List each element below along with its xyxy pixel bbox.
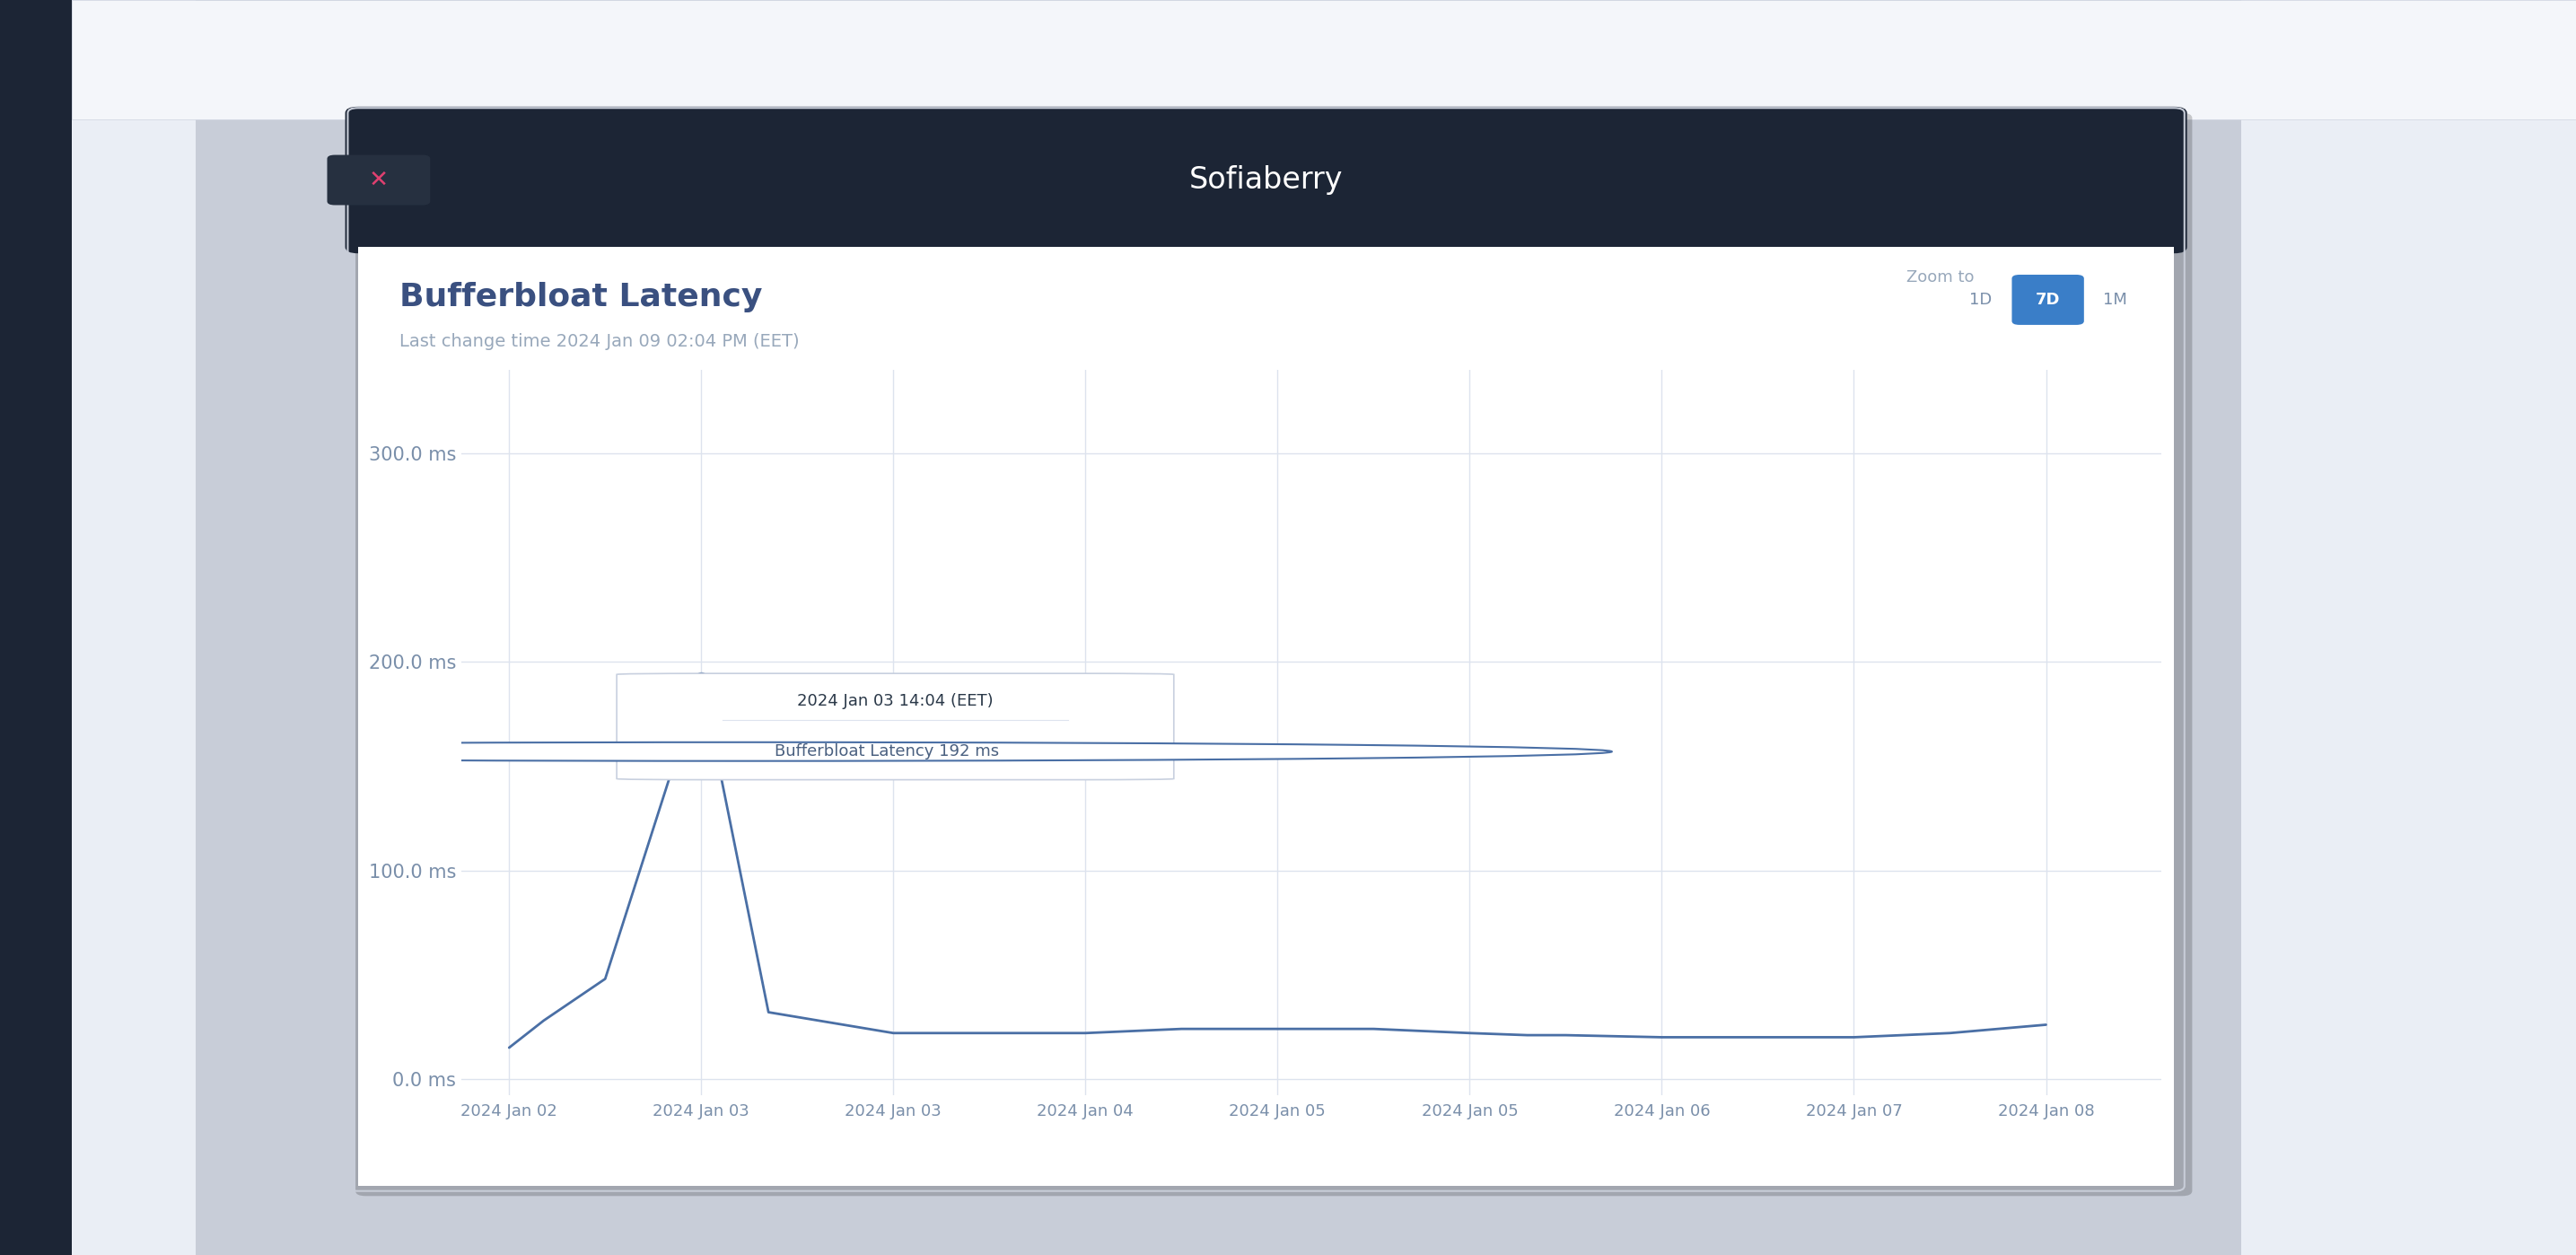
Text: 1D: 1D [1971,291,1991,307]
FancyBboxPatch shape [616,674,1175,779]
Text: Bufferbloat Latency 192 ms: Bufferbloat Latency 192 ms [775,743,999,759]
FancyBboxPatch shape [72,0,196,1255]
Text: Bufferbloat Latency: Bufferbloat Latency [399,282,762,312]
FancyBboxPatch shape [358,113,2174,247]
Text: Zoom to: Zoom to [1906,269,1973,285]
FancyBboxPatch shape [2012,275,2084,325]
FancyBboxPatch shape [0,0,72,1255]
Text: 7D: 7D [2035,291,2061,307]
FancyBboxPatch shape [358,247,2174,1186]
Text: 2024 Jan 03 14:04 (EET): 2024 Jan 03 14:04 (EET) [796,693,994,709]
Text: ✕: ✕ [368,168,389,192]
Text: Last change time 2024 Jan 09 02:04 PM (EET): Last change time 2024 Jan 09 02:04 PM (E… [399,333,799,350]
Text: 1M: 1M [2102,291,2128,307]
FancyBboxPatch shape [345,107,2187,254]
FancyBboxPatch shape [72,0,2576,119]
Text: Sofiaberry: Sofiaberry [1190,166,1342,195]
Circle shape [0,742,1613,761]
FancyBboxPatch shape [355,113,2192,1196]
FancyBboxPatch shape [2241,0,2576,1255]
FancyBboxPatch shape [327,154,430,205]
FancyBboxPatch shape [358,179,2174,247]
